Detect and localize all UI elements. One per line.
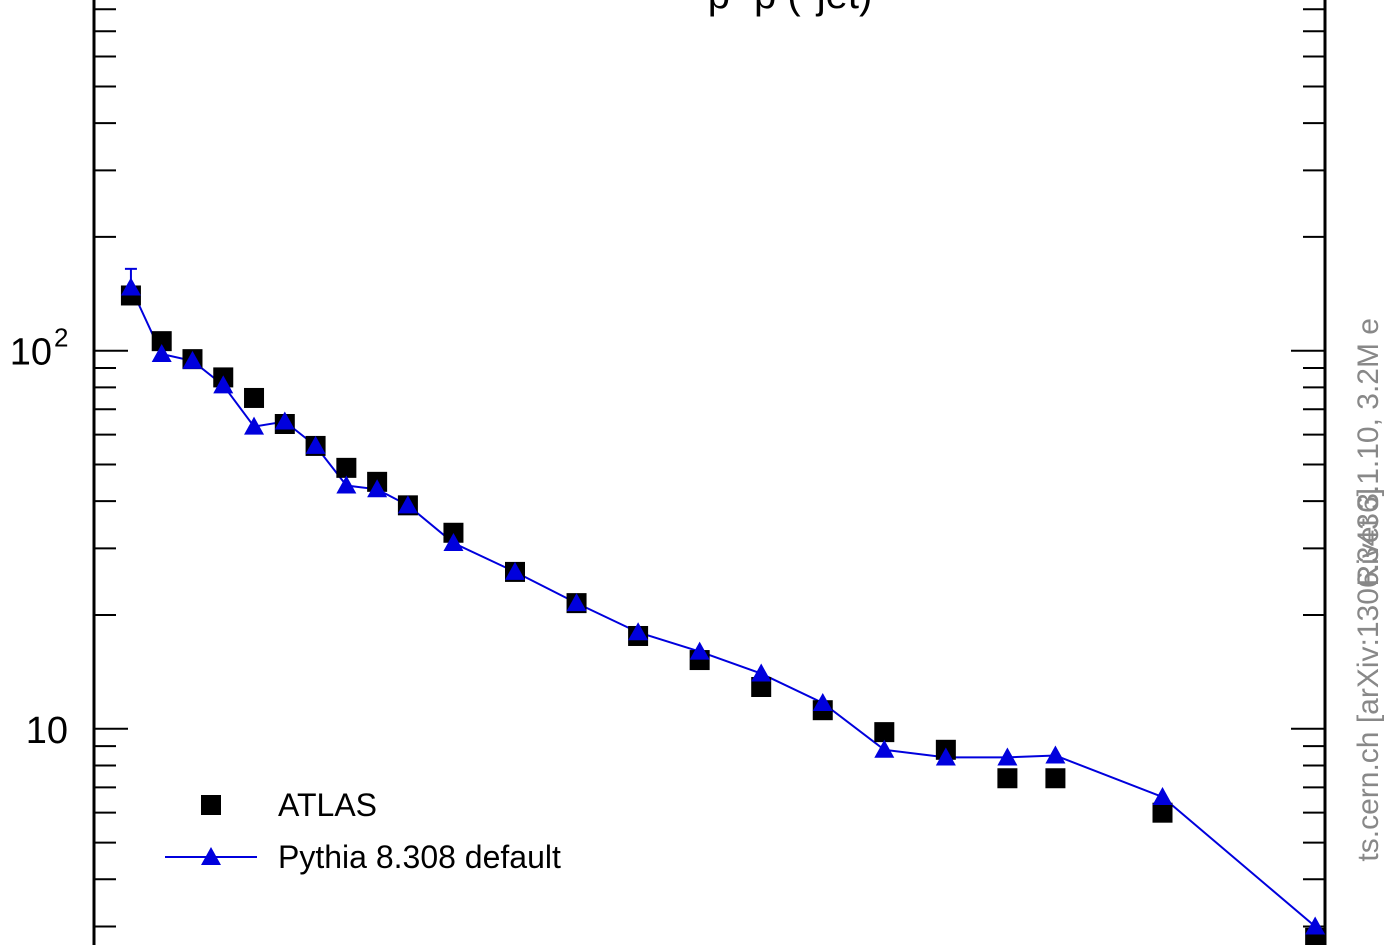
pythia-point [812, 693, 833, 712]
series-layer [120, 267, 1326, 948]
pythia-point [367, 479, 388, 498]
side-text-lower: ts.cern.ch [arXiv:1306.3436] [1352, 488, 1385, 862]
atlas-point [336, 457, 357, 478]
pythia-point [751, 663, 772, 682]
pythia-point [274, 411, 295, 430]
pythia-point [151, 344, 172, 363]
pythia-point [1152, 787, 1173, 806]
y-tick-label: 10 2 [10, 323, 69, 374]
legend-pythia-marker [201, 847, 221, 865]
atlas-point [874, 722, 895, 743]
y-axis-ticks [94, 8, 1325, 928]
pythia-line [129, 287, 1316, 928]
pythia-point [689, 641, 710, 660]
pythia-point [182, 350, 203, 369]
pythia-point [305, 435, 326, 454]
pythia-point [566, 593, 587, 612]
atlas-point [997, 768, 1018, 789]
legend-atlas-marker [201, 795, 221, 815]
legend: ATLAS Pythia 8.308 default [165, 787, 561, 875]
side-text-upper: Rivet 3.1.10, 3.2M e [1352, 318, 1385, 586]
y-axis-tick-labels: 10310210 [10, 323, 69, 752]
pythia-point [120, 277, 141, 296]
pythia-point [244, 416, 265, 435]
pythia-point [997, 747, 1018, 766]
pythia-point [1305, 916, 1326, 935]
y-tick-label: 10 [26, 710, 68, 752]
pythia-point [935, 747, 956, 766]
pythia-point [505, 561, 526, 580]
y-tick-label-base: 10 [10, 332, 52, 374]
legend-pythia-label: Pythia 8.308 default [278, 839, 561, 875]
pythia-point [628, 622, 649, 641]
legend-atlas-label: ATLAS [278, 787, 377, 823]
pythia-point [1045, 745, 1066, 764]
atlas-point [1045, 768, 1066, 789]
pythia-point [874, 739, 895, 758]
pythia-point [397, 495, 418, 514]
atlas-point [151, 331, 172, 352]
pythia-point [213, 375, 234, 394]
atlas-point [443, 522, 464, 543]
atlas-point [244, 387, 265, 408]
y-tick-label-exponent: 2 [54, 323, 68, 353]
chart-title: p p ( jet) [708, 0, 873, 17]
atlas-point [751, 676, 772, 697]
pythia-point [443, 533, 464, 552]
pythia-point [336, 475, 357, 494]
atlas-point [1152, 802, 1173, 823]
